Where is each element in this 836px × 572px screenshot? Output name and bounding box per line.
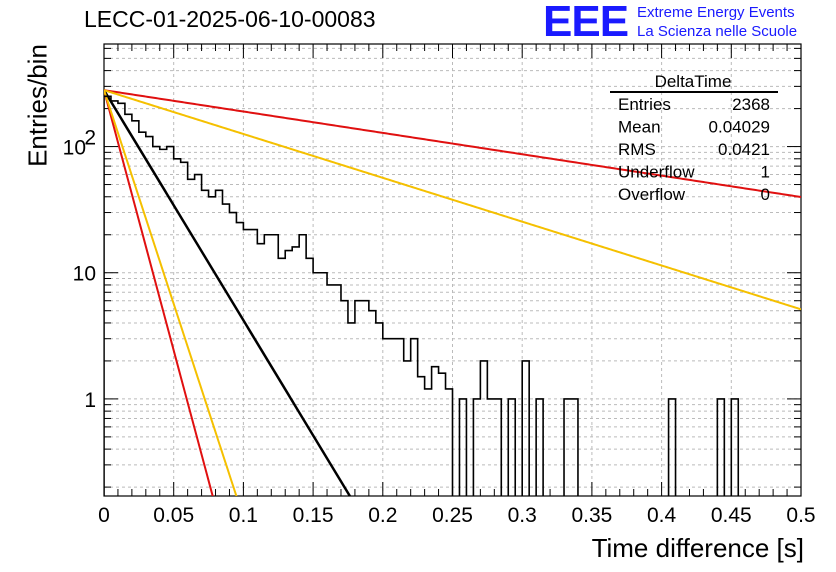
- fit-curve-2: [104, 89, 801, 311]
- x-tick-label: 0: [98, 504, 110, 527]
- x-tick-label: 0.35: [571, 504, 612, 527]
- stats-label: Underflow: [618, 163, 695, 182]
- y-tick-label: 10: [63, 137, 86, 160]
- x-tick-label: 0.1: [229, 504, 258, 527]
- x-tick-label: 0.2: [368, 504, 397, 527]
- x-tick-label: 0.25: [432, 504, 473, 527]
- stats-label: RMS: [618, 140, 656, 159]
- x-tick-label: 0.3: [508, 504, 537, 527]
- stats-value: 0.0421: [718, 140, 770, 159]
- stats-value: 2368: [732, 95, 770, 114]
- histogram: [104, 95, 740, 496]
- x-tick-label: 0.05: [153, 504, 194, 527]
- stats-value: 0.04029: [709, 118, 770, 137]
- logo-subtitle-1: Extreme Energy Events: [637, 4, 795, 21]
- eee-logo: EEE: [543, 0, 629, 46]
- y-tick-label: 10: [73, 263, 96, 286]
- fit-curve-3: [104, 89, 214, 496]
- fit-curve-4: [104, 89, 238, 496]
- stats-value: 1: [761, 163, 770, 182]
- fit-curve-1: [104, 89, 801, 198]
- stats-title: DeltaTime: [655, 72, 732, 91]
- y-tick-label: 1: [84, 389, 96, 412]
- x-tick-label: 0.45: [711, 504, 752, 527]
- x-tick-label: 0.15: [293, 504, 334, 527]
- x-tick-label: 0.5: [786, 504, 815, 527]
- fit-curve-0: [104, 89, 352, 496]
- stats-label: Mean: [618, 118, 661, 137]
- x-axis-label: Time difference [s]: [591, 533, 804, 563]
- stats-label: Entries: [618, 95, 671, 114]
- stats-value: 0: [761, 185, 770, 204]
- logo-subtitle-2: La Scienza nelle Scuole: [637, 23, 798, 40]
- y-tick-exponent: 2: [84, 127, 96, 150]
- x-tick-label: 0.4: [647, 504, 677, 527]
- chart-title: LECC-01-2025-06-10-00083: [84, 6, 376, 32]
- stats-label: Overflow: [618, 185, 686, 204]
